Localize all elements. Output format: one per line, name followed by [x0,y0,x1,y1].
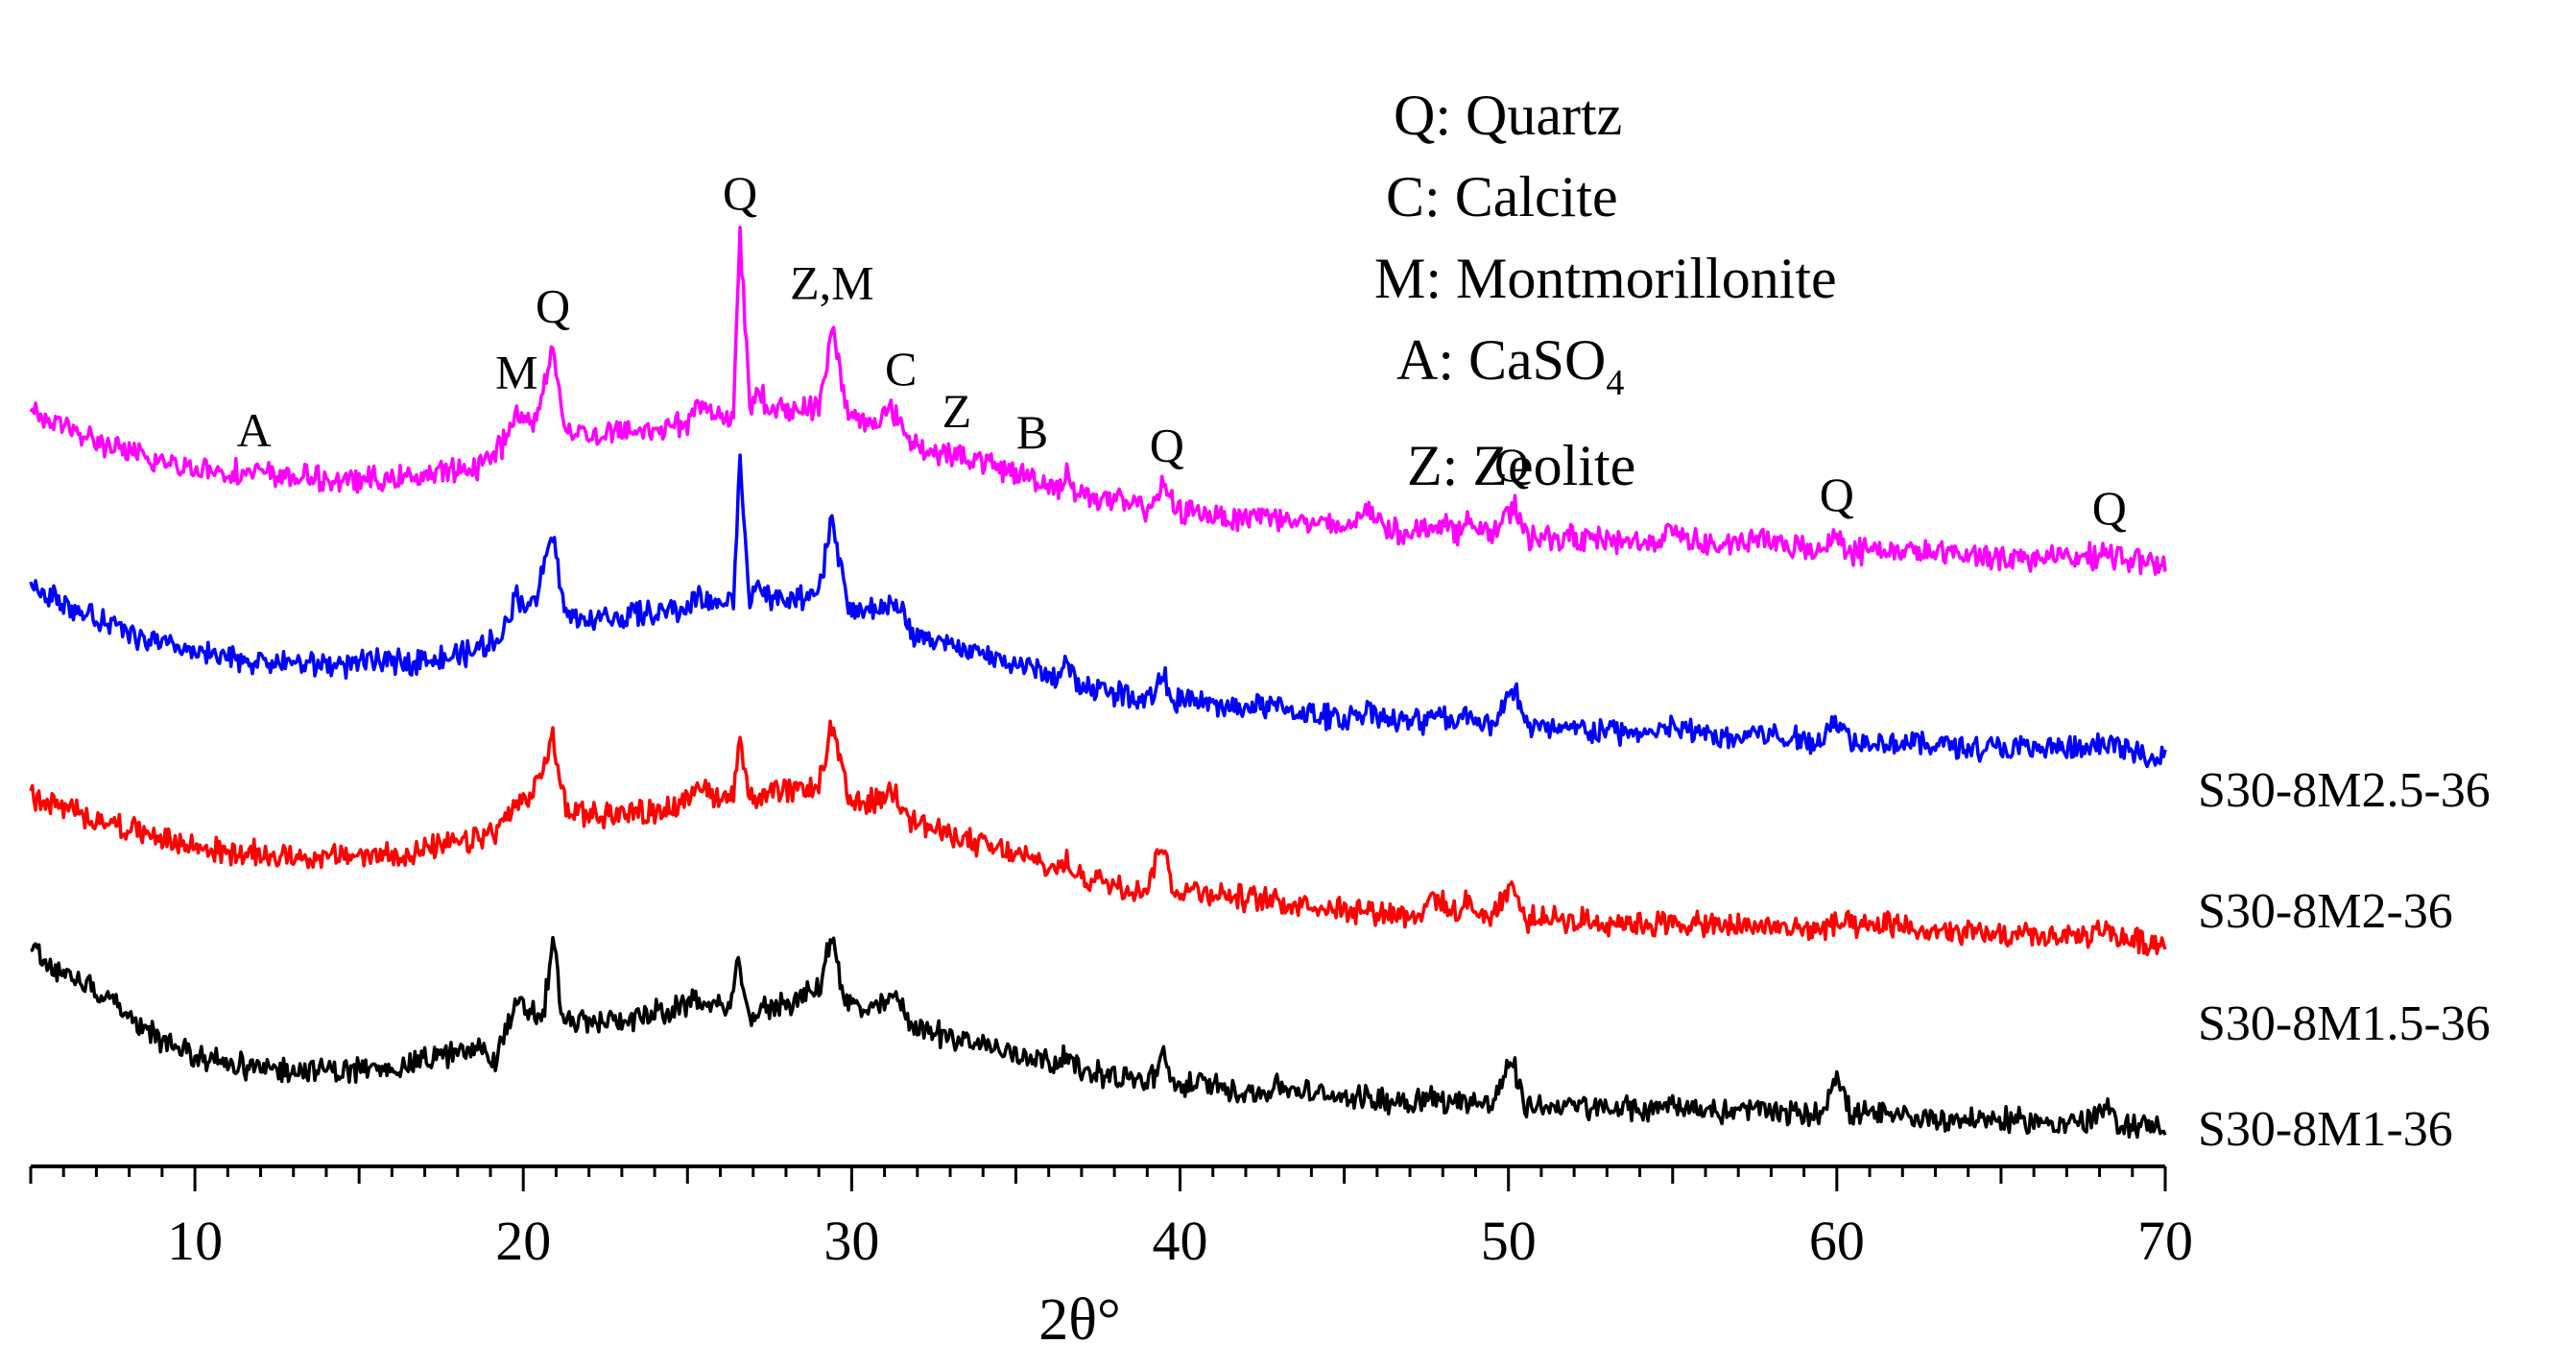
x-tick-label: 30 [823,1210,879,1272]
series-label-s30-8m1-36: S30-8M1-36 [2198,1102,2453,1157]
series-labels: S30-8M1-36 S30-8M1.5-36 S30-8M2-36 S30-8M2.… [2198,763,2491,1157]
legend-calcite: C: Calcite [1386,165,1618,228]
series-line-s30-8m2-36 [29,453,2167,769]
x-tick-label: 70 [2137,1210,2193,1272]
legend: Q: Quartz C: Calcite M: Montmorillonite … [1374,84,1837,497]
legend-caso4-text: A: CaSO [1396,328,1606,392]
x-tick-label: 10 [167,1210,223,1272]
series-line-s30-8m1-36 [30,935,2167,1140]
peak-label: Z [942,384,972,438]
x-tick-label: 50 [1481,1210,1537,1272]
x-tick-label: 20 [495,1210,551,1272]
series-label-s30-8m2-5-36: S30-8M2.5-36 [2198,763,2491,818]
series-label-s30-8m2-36: S30-8M2-36 [2198,884,2453,939]
legend-montmorillonite: M: Montmorillonite [1374,247,1837,310]
series-line-s30-8m2-5-36 [29,225,2167,576]
x-tick-label: 40 [1153,1210,1208,1272]
legend-caso4: A: CaSO4 [1396,328,1624,403]
series-label-s30-8m1-5-36: S30-8M1.5-36 [2198,996,2491,1051]
peak-label: Q [1820,468,1854,521]
peak-label: A [237,403,272,457]
peak-label: B [1016,405,1048,459]
peak-label: C [885,342,917,396]
x-axis: 10 20 30 40 50 60 70 2θ° [29,1164,2193,1353]
legend-quartz: Q: Quartz [1394,84,1622,147]
series-layer [29,225,2167,1140]
series-line-s30-8m1-5-36 [29,719,2167,957]
x-tick-layer: 10 20 30 40 50 60 70 [29,1166,2193,1272]
peak-label: Q [2092,481,2127,535]
peak-label: Z,M [790,255,874,309]
peak-label: Q [723,166,757,220]
peak-label: Q [1150,418,1184,471]
legend-zeolite: Z: Zeolite [1407,434,1635,497]
x-axis-label: 2θ° [1038,1287,1121,1353]
peak-label: Q [1494,438,1529,492]
legend-caso4-subscript: 4 [1606,363,1624,403]
x-tick-label: 60 [1809,1210,1865,1272]
peak-label: Q [536,278,570,332]
peak-label: M [495,345,537,398]
